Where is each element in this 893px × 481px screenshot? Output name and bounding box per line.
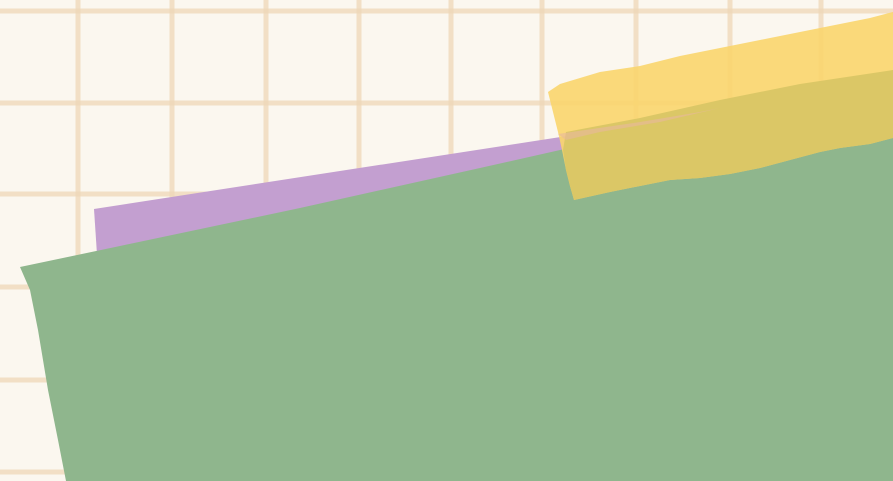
yellow-tape-strip — [548, 12, 893, 200]
collage-scene — [0, 0, 893, 481]
